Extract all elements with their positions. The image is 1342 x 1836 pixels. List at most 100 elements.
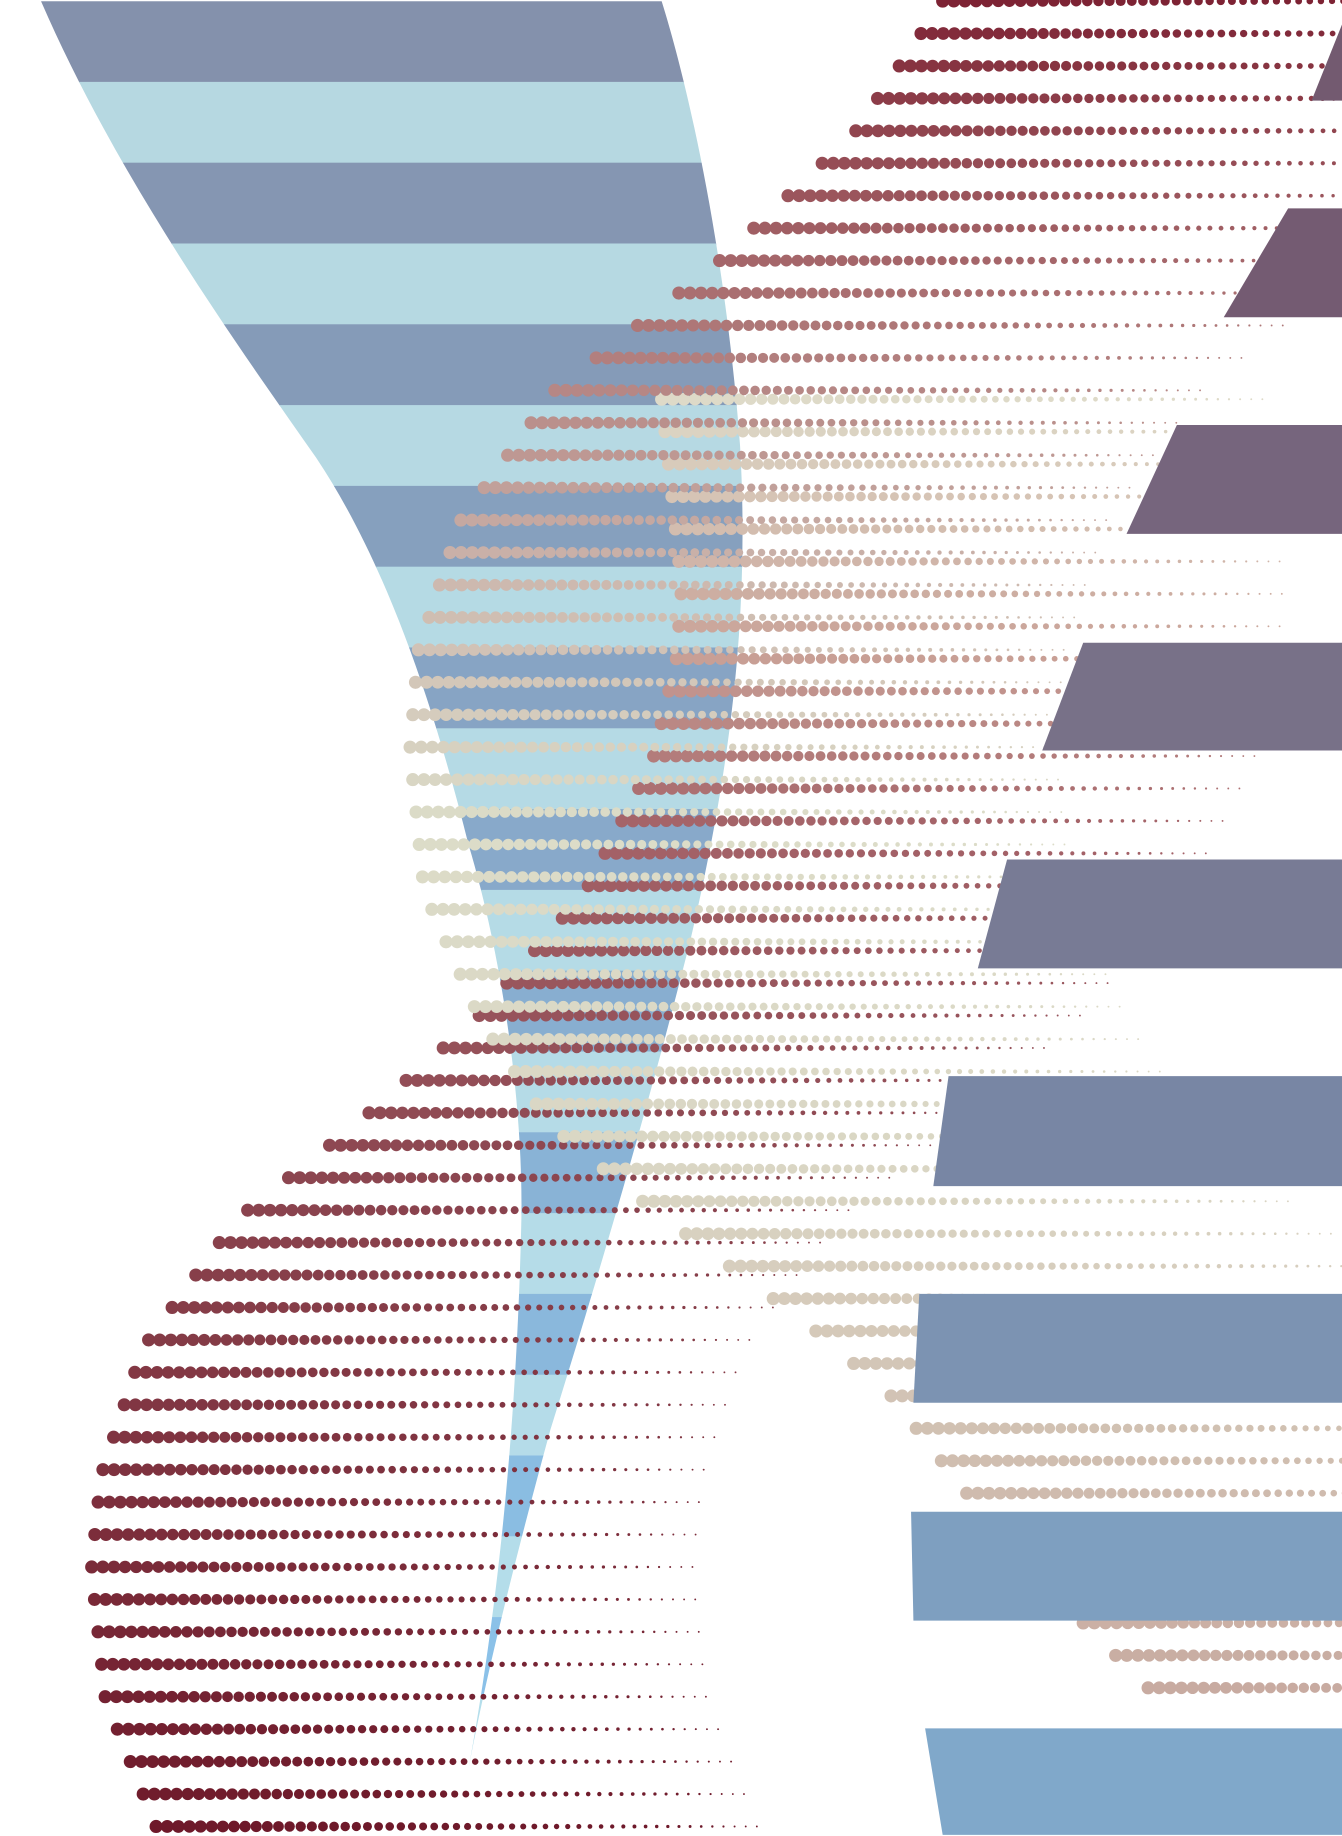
dot xyxy=(1227,398,1231,401)
dot xyxy=(785,743,792,751)
dot xyxy=(384,1106,398,1120)
dot xyxy=(583,1239,590,1246)
dot xyxy=(1020,1046,1023,1049)
dot xyxy=(827,841,834,848)
dot xyxy=(260,1788,271,1800)
dot xyxy=(1110,623,1116,629)
dot xyxy=(250,1820,262,1833)
dot xyxy=(892,354,901,362)
dot xyxy=(526,1726,532,1732)
dot xyxy=(860,647,866,653)
dot xyxy=(996,843,1000,846)
dot xyxy=(919,907,924,912)
dot xyxy=(608,1630,612,1634)
dot xyxy=(1230,95,1237,102)
dot xyxy=(608,774,618,785)
dot xyxy=(722,1034,731,1044)
dot xyxy=(793,418,803,427)
dot xyxy=(482,741,494,754)
dot xyxy=(1084,526,1090,532)
dot xyxy=(936,0,950,8)
dot xyxy=(938,615,943,620)
dot xyxy=(110,1722,124,1736)
dot xyxy=(785,685,797,697)
dot xyxy=(1083,257,1090,264)
dot xyxy=(891,1261,902,1272)
dot xyxy=(1040,428,1047,435)
dot xyxy=(1052,843,1055,846)
dot xyxy=(563,774,574,785)
dot xyxy=(981,0,994,8)
dot xyxy=(1058,785,1064,791)
dot xyxy=(671,1305,675,1310)
dot xyxy=(640,872,650,882)
dot xyxy=(469,1596,476,1603)
dot xyxy=(710,782,723,795)
dot xyxy=(1029,655,1036,662)
dot xyxy=(613,1468,617,1472)
dot xyxy=(665,847,678,860)
dot xyxy=(491,1140,502,1151)
dot xyxy=(1020,746,1024,749)
dot xyxy=(361,1627,370,1636)
dot xyxy=(737,646,745,654)
dot xyxy=(499,1206,508,1215)
dot xyxy=(875,686,885,696)
dot xyxy=(900,321,909,330)
dot xyxy=(669,652,683,666)
dot xyxy=(1073,753,1079,759)
dot xyxy=(778,783,789,794)
dot xyxy=(480,1693,487,1700)
dot xyxy=(534,1564,539,1570)
dot xyxy=(896,882,904,890)
dot-row xyxy=(128,1365,737,1379)
dot xyxy=(869,549,876,556)
dot xyxy=(178,1723,190,1736)
dot xyxy=(141,1463,154,1476)
dot xyxy=(1106,526,1112,532)
dot xyxy=(1151,94,1160,103)
dot xyxy=(654,1034,665,1045)
dot xyxy=(856,784,866,793)
dot xyxy=(862,816,871,826)
dot xyxy=(330,1659,340,1669)
dot xyxy=(773,1044,781,1052)
dot xyxy=(504,741,516,753)
dot xyxy=(744,393,757,405)
dot xyxy=(1038,551,1041,554)
dot xyxy=(529,1499,535,1505)
dot xyxy=(319,1367,329,1378)
dot xyxy=(265,1334,277,1346)
dot xyxy=(805,841,812,848)
dot xyxy=(982,583,987,587)
dot xyxy=(829,1045,836,1051)
dot xyxy=(1109,388,1113,392)
dot xyxy=(938,582,943,588)
dot xyxy=(1128,224,1136,232)
dot xyxy=(1065,289,1072,297)
dot xyxy=(731,319,744,332)
dot xyxy=(1101,591,1107,597)
dot xyxy=(98,1690,112,1704)
dot xyxy=(843,1100,852,1108)
dot xyxy=(609,846,623,860)
dot xyxy=(780,548,788,557)
dot xyxy=(243,1334,255,1346)
dot xyxy=(694,1273,699,1277)
dot xyxy=(421,1433,429,1441)
dot xyxy=(555,546,567,559)
dot xyxy=(872,841,878,847)
dot xyxy=(367,1302,378,1313)
dot xyxy=(356,1139,370,1152)
dot xyxy=(658,1130,670,1143)
dot xyxy=(454,513,468,527)
dot xyxy=(857,394,867,404)
dot xyxy=(844,320,854,331)
dot xyxy=(550,871,562,883)
dot xyxy=(1059,396,1065,402)
dot xyxy=(798,588,809,600)
dot xyxy=(872,647,878,653)
dot xyxy=(969,1261,979,1271)
dot xyxy=(1177,624,1182,629)
dot xyxy=(643,1108,651,1117)
